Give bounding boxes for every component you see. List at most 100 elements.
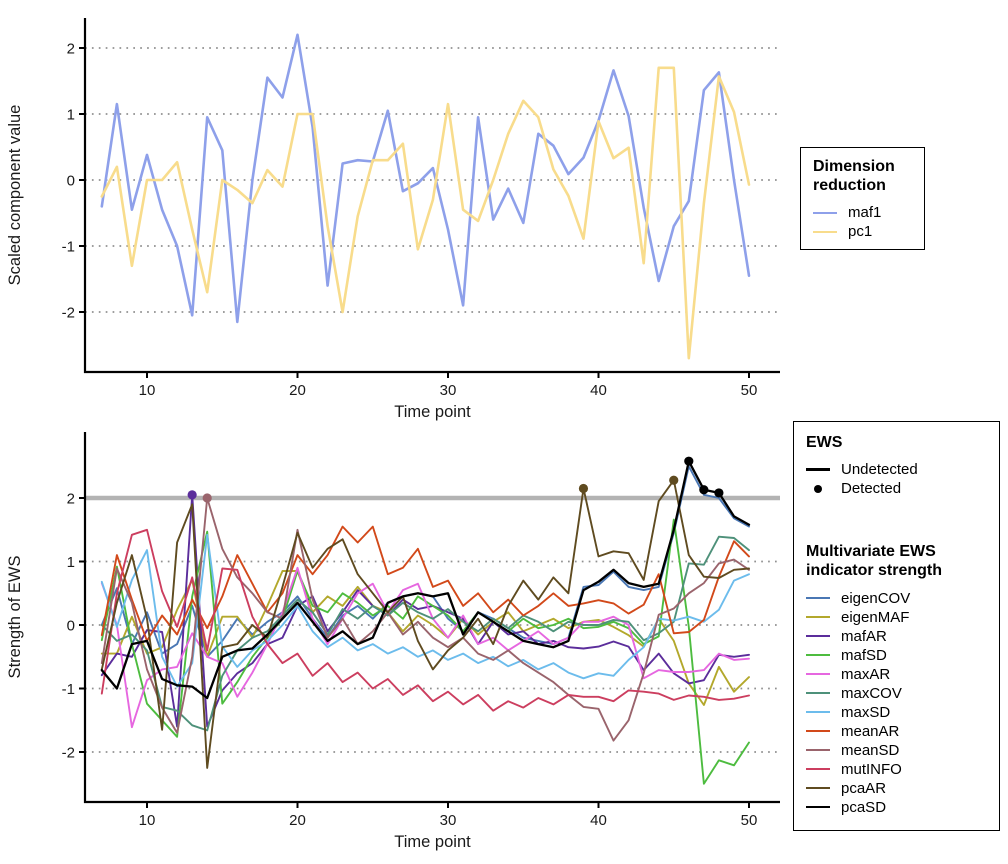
x-tick-label-20: 20 — [289, 382, 306, 399]
series-line-pc1 — [100, 66, 751, 360]
legend-dimension-reduction: Dimension reduction maf1 pc1 — [800, 147, 925, 250]
legend-label: eigenMAF — [841, 608, 910, 626]
legend-item-mutINFO: mutINFO — [806, 760, 987, 779]
legend-label: pcaSD — [841, 798, 887, 816]
legend-item-meanAR: meanAR — [806, 722, 987, 741]
detected-point-pcaSD-48 — [714, 488, 724, 498]
x-tick-label-50: 50 — [741, 812, 758, 829]
legend-swatch-meanSD — [806, 748, 830, 752]
detected-dot-swatch — [806, 480, 830, 498]
legend-swatch-maxSD — [806, 710, 830, 714]
legend-title-line: Multivariate EWS — [806, 543, 936, 561]
detected-point-mafAR-13 — [187, 490, 197, 500]
series-line-meanAR — [100, 525, 750, 642]
series-line-pcaAR — [100, 479, 750, 769]
legend-label: meanAR — [841, 722, 900, 740]
legend-swatch-meanAR — [806, 729, 830, 733]
detected-point-pcaSD-47 — [699, 485, 709, 495]
detected-point-pcaAR-39 — [578, 483, 589, 494]
legend-item-undetected: Undetected — [806, 460, 987, 479]
y-tick-label-2: 2 — [67, 491, 75, 508]
legend-swatch-mutINFO — [806, 767, 830, 771]
legend-items: maf1 pc1 — [813, 203, 912, 241]
legend-label: maf1 — [848, 204, 882, 222]
legend-ews: EWS Undetected Detected Multivariate EWS… — [793, 421, 1000, 831]
x-tick-label-10: 10 — [139, 812, 156, 829]
legend-swatch-mafAR — [806, 634, 830, 638]
legend-item-pcaAR: pcaAR — [806, 779, 987, 798]
y-tick-label-0: 0 — [67, 618, 75, 635]
undetected-line-swatch — [806, 468, 830, 471]
legend-item-eigenMAF: eigenMAF — [806, 608, 987, 627]
legend-label: mutINFO — [841, 760, 902, 778]
legend-swatch-maf1 — [813, 211, 837, 215]
legend-label: Undetected — [841, 461, 918, 479]
ews-detection-items: Undetected Detected — [806, 460, 987, 498]
x-axis-title: Time point — [394, 833, 471, 851]
legend-swatch-eigenMAF — [806, 615, 830, 619]
legend-item-pcaSD: pcaSD — [806, 798, 987, 817]
legend-title-line: indicator strength — [806, 562, 943, 580]
y-tick-label-1: 1 — [67, 107, 75, 124]
legend-label: maxCOV — [841, 684, 902, 702]
y-tick-label-1: 1 — [67, 554, 75, 571]
legend-title-multivariate-ews: Multivariate EWS indicator strength — [806, 542, 987, 580]
legend-label: mafAR — [841, 627, 887, 645]
series-line-meanSD — [100, 497, 750, 742]
series-line-eigenMAF — [100, 570, 750, 706]
legend-item-detected: Detected — [806, 479, 987, 498]
legend-title-dimension-reduction: Dimension reduction — [813, 157, 912, 195]
y-axis-title: Scaled component value — [6, 105, 24, 286]
y-axis-title: Strength of EWS — [6, 556, 24, 679]
y-tick-label--1: -1 — [62, 239, 75, 256]
legend-items: eigenCOV eigenMAF mafAR mafSD maxAR maxCOV max… — [806, 589, 987, 817]
legend-swatch-eigenCOV — [806, 596, 830, 600]
y-tick-label-2: 2 — [67, 41, 75, 58]
legend-item-maxAR: maxAR — [806, 665, 987, 684]
legend-label: mafSD — [841, 646, 887, 664]
legend-item-mafAR: mafAR — [806, 627, 987, 646]
legend-swatch-pcaSD — [806, 805, 830, 809]
x-tick-label-40: 40 — [590, 812, 607, 829]
x-tick-label-30: 30 — [440, 812, 457, 829]
series-line-maxCOV — [100, 535, 750, 732]
series-line-maf1 — [100, 33, 751, 324]
legend-label: maxAR — [841, 665, 891, 683]
legend-title-line: Dimension — [813, 158, 895, 175]
detected-point-meanSD-14 — [202, 493, 212, 503]
detected-point-pcaAR-45 — [669, 475, 679, 485]
x-tick-label-50: 50 — [741, 382, 758, 399]
legend-swatch-maxAR — [806, 672, 830, 676]
series-line-mafSD — [100, 518, 750, 785]
y-tick-label--2: -2 — [62, 305, 75, 322]
x-tick-label-20: 20 — [289, 812, 306, 829]
series-line-pcaSD — [100, 460, 751, 700]
legend-item-maxCOV: maxCOV — [806, 684, 987, 703]
legend-item-maf1: maf1 — [813, 203, 912, 222]
series-line-mutINFO — [100, 528, 750, 712]
legend-swatch-maxCOV — [806, 691, 830, 695]
x-tick-label-30: 30 — [440, 382, 457, 399]
detected-point-pcaSD-46 — [684, 456, 694, 466]
legend-item-mafSD: mafSD — [806, 646, 987, 665]
legend-label: meanSD — [841, 741, 900, 759]
legend-swatch-mafSD — [806, 653, 830, 657]
x-tick-label-10: 10 — [139, 382, 156, 399]
y-tick-label-0: 0 — [67, 173, 75, 190]
x-tick-label-40: 40 — [590, 382, 607, 399]
legend-item-eigenCOV: eigenCOV — [806, 589, 987, 608]
x-axis-title: Time point — [394, 403, 471, 421]
legend-label: maxSD — [841, 703, 891, 721]
legend-item-pc1: pc1 — [813, 222, 912, 241]
legend-label: pcaAR — [841, 779, 887, 797]
legend-label: Detected — [841, 480, 902, 498]
y-tick-label--2: -2 — [62, 745, 75, 762]
y-tick-label--1: -1 — [62, 681, 75, 698]
legend-item-maxSD: maxSD — [806, 703, 987, 722]
legend-item-meanSD: meanSD — [806, 741, 987, 760]
legend-title-line: reduction — [813, 177, 886, 195]
legend-label: eigenCOV — [841, 589, 911, 607]
